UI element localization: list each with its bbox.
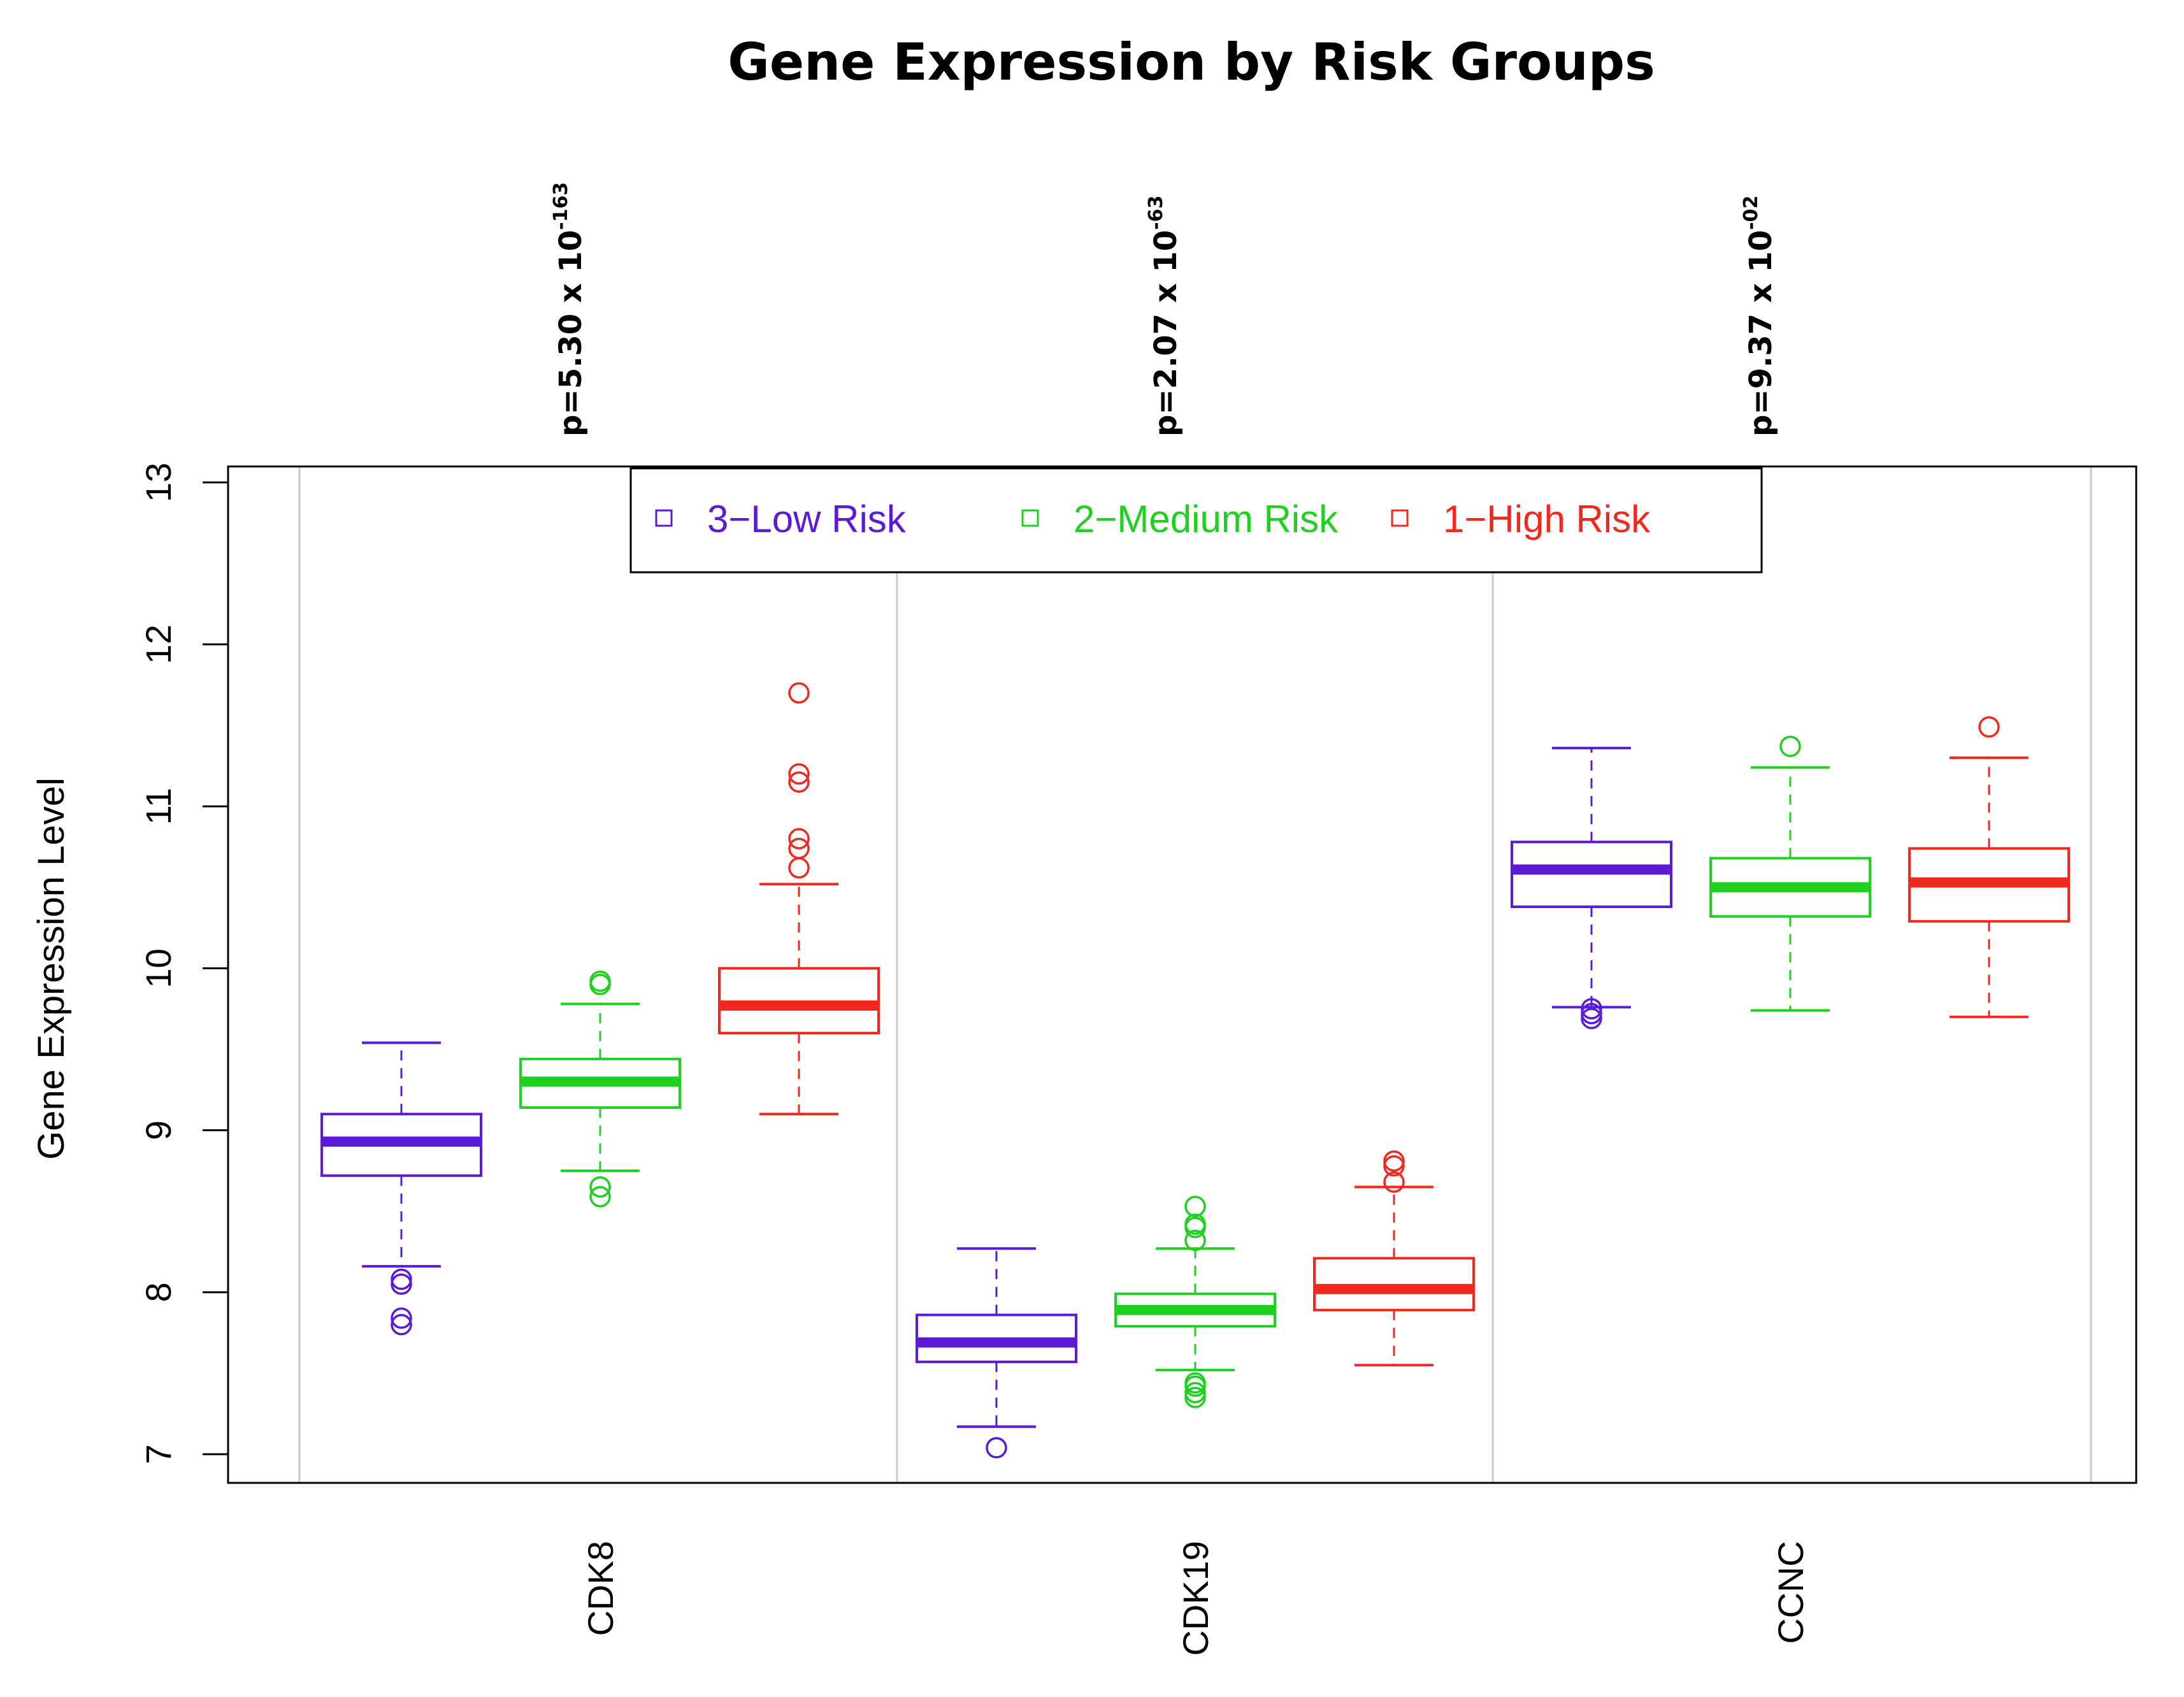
legend-entry-0: 3−Low Risk	[655, 498, 907, 540]
y-tick-label-8: 8	[138, 1282, 178, 1302]
box-ccnc-series-0	[1511, 746, 1672, 1030]
p-value-cdk19: p=2.07 x 10-63	[1145, 196, 1184, 437]
chart-title: Gene Expression by Risk Groups	[728, 32, 1655, 92]
outlier-point-7	[1184, 1387, 1206, 1408]
p-value-cdk8: p=5.30 x 10-163	[550, 182, 589, 437]
box-cdk8-series-2	[718, 682, 880, 1116]
legend-label: 3−Low Risk	[707, 498, 907, 540]
outlier-point-3	[391, 1313, 412, 1336]
y-tick-label-10: 10	[138, 948, 178, 988]
outlier-point-0	[1978, 716, 2000, 738]
y-axis-label: Gene Expression Level	[31, 777, 72, 1160]
legend-box	[629, 467, 1763, 574]
legend-label: 2−Medium Risk	[1074, 498, 1339, 540]
x-tick-label-ccnc: CCNC	[1771, 1541, 1811, 1644]
box-ccnc-series-2	[1908, 716, 2070, 1018]
outlier-point-0	[1383, 1171, 1405, 1193]
x-tick-label-cdk8: CDK8	[580, 1541, 621, 1636]
outlier-point-3	[1184, 1229, 1206, 1252]
outlier-point-4	[788, 763, 810, 785]
outlier-point-1	[589, 974, 611, 995]
y-tick-label-7: 7	[138, 1444, 178, 1464]
outlier-point-2	[391, 1307, 412, 1329]
x-axis-tick-labels: CDK8 CDK19 CCNC	[580, 1541, 1811, 1656]
box-cdk19-series-1	[1114, 1195, 1276, 1408]
outlier-point-5	[1184, 1375, 1206, 1397]
p-value-annotations: p=5.30 x 10-163 p=2.07 x 10-63 p=9.37 x 10…	[550, 182, 1779, 437]
box-ccnc-series-1	[1709, 735, 1871, 1012]
outlier-point-3	[589, 1186, 611, 1208]
y-tick-label-13: 13	[138, 463, 178, 502]
outlier-point-1	[1383, 1155, 1405, 1177]
outlier-point-0	[1581, 998, 1602, 1020]
legend: 3−Low Risk 2−Medium Risk 1−High Risk	[629, 467, 1763, 574]
outlier-point-2	[589, 1176, 611, 1198]
y-tick-label-11: 11	[138, 788, 178, 825]
y-tick-label-9: 9	[138, 1120, 178, 1140]
outlier-point-0	[1779, 735, 1801, 758]
box-cdk19-series-0	[916, 1247, 1077, 1459]
outlier-point-2	[1184, 1217, 1206, 1238]
outlier-point-0	[391, 1268, 412, 1290]
p-value-ccnc: p=9.37 x 10-02	[1740, 196, 1779, 437]
plot-frame	[227, 465, 2137, 1484]
category-separators	[298, 466, 2092, 1483]
legend-swatch	[1021, 509, 1039, 527]
box-cdk8-series-0	[320, 1041, 482, 1336]
box-cdk19-series-2	[1313, 1150, 1475, 1367]
box-plots	[320, 682, 2070, 1459]
legend-label: 1−High Risk	[1443, 498, 1651, 540]
outlier-point-2	[1581, 1007, 1602, 1030]
legend-swatch	[1391, 509, 1409, 527]
outlier-point-1	[391, 1273, 412, 1295]
outlier-point-0	[986, 1437, 1007, 1459]
legend-entry-1: 2−Medium Risk	[1021, 498, 1339, 540]
legend-swatch	[655, 509, 673, 527]
box-cdk8-series-1	[519, 971, 681, 1208]
y-tick-label-12: 12	[138, 625, 178, 664]
outlier-point-2	[788, 828, 810, 849]
outlier-point-6	[1184, 1382, 1206, 1404]
outlier-point-0	[788, 857, 810, 879]
outlier-point-1	[788, 837, 810, 860]
x-tick-label-cdk19: CDK19	[1175, 1541, 1216, 1656]
legend-entry-2: 1−High Risk	[1391, 498, 1651, 540]
outlier-point-0	[1184, 1195, 1206, 1217]
outlier-point-3	[788, 771, 810, 793]
outlier-point-1	[1581, 1002, 1602, 1025]
y-axis: 7 8 9 10 11 12 13	[138, 463, 229, 1464]
outlier-point-5	[788, 682, 810, 704]
outlier-point-2	[1383, 1150, 1405, 1172]
